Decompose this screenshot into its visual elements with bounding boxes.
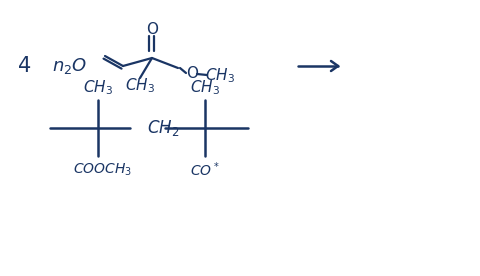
Text: $CH_3$: $CH_3$ — [190, 79, 220, 97]
Text: $n_2O$: $n_2O$ — [52, 56, 88, 76]
Text: $CH_3$: $CH_3$ — [205, 67, 235, 85]
Text: $CH_3$: $CH_3$ — [83, 79, 113, 97]
Text: O: O — [146, 22, 158, 36]
Text: $CH_3$: $CH_3$ — [125, 77, 155, 95]
Text: $COOCH_3$: $COOCH_3$ — [73, 162, 132, 178]
Text: O: O — [186, 65, 198, 81]
Text: $CO^*$: $CO^*$ — [190, 161, 220, 179]
Text: 4: 4 — [18, 56, 32, 76]
Text: $CH_2$: $CH_2$ — [147, 118, 179, 138]
